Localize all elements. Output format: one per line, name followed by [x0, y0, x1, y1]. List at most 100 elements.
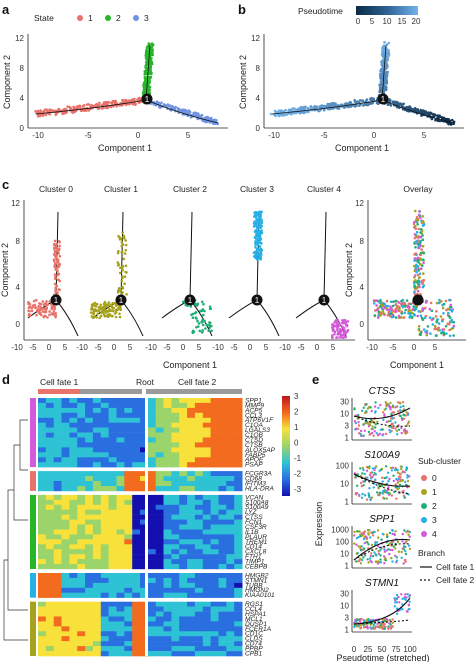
heatmap-cell: [194, 447, 204, 453]
e-ytick: 1: [345, 434, 350, 443]
heatmap-cell: [85, 601, 94, 607]
heatmap-cell: [147, 457, 157, 463]
e-ytick: 100: [336, 462, 350, 471]
overlay-point: [407, 312, 410, 315]
overlay-point: [406, 305, 410, 309]
heatmap-cell: [69, 577, 78, 584]
expression-point: [360, 496, 364, 499]
heatmap-cell: [132, 494, 141, 501]
heatmap-cell: [187, 486, 196, 492]
pseudotime-legend-title: Pseudotime: [298, 6, 343, 16]
cluster-point: [111, 314, 114, 318]
heatmap-cell: [69, 587, 78, 593]
state-point: [114, 99, 117, 103]
heatmap-cell: [187, 422, 196, 428]
heatmap-cell: [234, 626, 243, 632]
heatmap-cell: [77, 452, 86, 458]
heatmap-cell: [163, 509, 172, 515]
heatmap-cell: [38, 564, 47, 570]
heatmap-cell: [171, 481, 180, 487]
expression-point: [389, 401, 392, 405]
heatmap-cell: [163, 534, 172, 540]
heatmap-cell: [100, 481, 110, 487]
heatmap-cell: [187, 476, 196, 482]
expression-point: [357, 432, 361, 435]
expression-point: [393, 533, 396, 537]
heatmap-cell: [171, 427, 180, 433]
expression-point: [405, 411, 408, 414]
heatmap-cell: [85, 587, 94, 593]
heatmap-cell: [124, 534, 133, 540]
heatmap-cell: [179, 651, 188, 657]
a-xtick-neg10: -10: [32, 131, 44, 140]
sub-cluster-swatch: [421, 517, 427, 523]
cluster-point: [111, 306, 114, 310]
heatmap-cell: [226, 398, 235, 404]
overlay-point: [421, 309, 425, 312]
heatmap-cell: [85, 631, 94, 637]
heatmap-cell: [194, 592, 204, 598]
heatmap-cell: [53, 539, 62, 545]
heatmap-cell: [171, 646, 180, 652]
cluster-point: [194, 302, 197, 306]
heatmap-cell: [147, 606, 157, 612]
heatmap-cell: [234, 412, 243, 418]
expression-point: [383, 408, 386, 411]
heatmap-cell: [147, 514, 157, 520]
expression-point: [405, 540, 408, 543]
heatmap-cell: [179, 582, 188, 589]
heatmap-cell: [218, 524, 227, 530]
heatmap-cell: [218, 476, 227, 482]
cluster-point: [207, 323, 211, 327]
heatmap-cell: [202, 559, 212, 565]
overlay-point: [392, 300, 395, 304]
cluster-point: [120, 241, 124, 244]
overlay-point: [413, 290, 416, 294]
heatmap-cell: [100, 606, 110, 612]
heatmap-cell: [147, 481, 157, 487]
expression-point: [382, 489, 385, 493]
cluster-point: [35, 313, 38, 317]
heatmap-cell: [116, 519, 125, 525]
expression-point: [353, 420, 357, 423]
heatmap-cell: [187, 544, 196, 550]
cluster-point: [54, 275, 57, 279]
heatmap-cell: [194, 582, 204, 589]
overlay-point: [416, 239, 420, 242]
heatmap-cell: [179, 509, 188, 515]
expression-point: [367, 533, 370, 536]
heatmap-cell: [234, 471, 243, 477]
expression-point: [361, 534, 364, 537]
heatmap-cell: [163, 564, 172, 570]
overlay-point: [444, 324, 448, 328]
overlay-point: [414, 241, 417, 245]
heatmap-cell: [163, 611, 172, 617]
heatmap-cell: [38, 592, 47, 598]
heatmap-cell: [202, 432, 212, 438]
heatmap-cell: [194, 427, 204, 433]
heatmap-cell: [163, 462, 172, 468]
heatmap-cell: [147, 462, 157, 468]
expression-point: [379, 549, 382, 552]
heatmap-cell: [179, 539, 188, 545]
c-ov-ytick-0: 0: [360, 320, 365, 329]
heatmap-cell: [155, 519, 164, 525]
heatmap-cell: [155, 646, 164, 652]
heatmap-cell: [155, 582, 164, 589]
pseudotime-point: [330, 103, 334, 106]
trajectory-line: [161, 211, 213, 337]
state-point: [160, 101, 163, 104]
c-xtick: 5: [63, 343, 68, 352]
cluster-point: [95, 302, 99, 306]
state-point: [205, 120, 209, 123]
pt-tick-10: 10: [383, 17, 392, 26]
heatmap-cell: [187, 616, 196, 622]
heatmap-cell: [226, 534, 235, 540]
cluster-point: [200, 300, 204, 304]
overlay-point: [418, 210, 421, 213]
heatmap-cell: [179, 616, 188, 622]
heatmap-cell: [140, 422, 149, 428]
state-point: [144, 71, 148, 74]
heatmap-cell: [116, 494, 125, 501]
c-branch-node: [115, 294, 127, 306]
